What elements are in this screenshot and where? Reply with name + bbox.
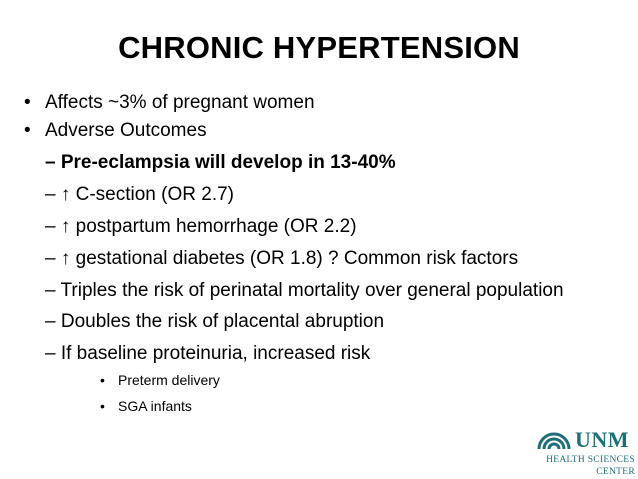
sub-item: – Doubles the risk of placental abruptio… xyxy=(45,311,385,332)
sub-sub-text: SGA infants xyxy=(118,398,192,414)
logo-line2: CENTER xyxy=(596,467,635,477)
zia-sun-icon xyxy=(537,432,571,450)
bullet-marker: • xyxy=(100,398,105,414)
bullet-marker: • xyxy=(24,120,31,141)
bullet-item: • Affects ~3% of pregnant women xyxy=(20,90,620,115)
sub-item: – ↑ C-section (OR 2.7) xyxy=(45,184,234,205)
bullet-item: • Adverse Outcomes xyxy=(20,118,620,143)
bullet-text: Affects ~3% of pregnant women xyxy=(45,92,315,113)
sub-item: – Triples the risk of perinatal mortalit… xyxy=(45,280,564,301)
bullet-marker: • xyxy=(24,92,31,113)
sub-item: – ↑ postpartum hemorrhage (OR 2.2) xyxy=(45,216,357,237)
logo-line1: HEALTH SCIENCES xyxy=(546,455,635,465)
logo-name: UNM xyxy=(575,427,630,452)
sub-item: – If baseline proteinuria, increased ris… xyxy=(45,343,371,364)
sub-item: – ↑ gestational diabetes (OR 1.8) ? Comm… xyxy=(45,248,519,269)
bullet-marker: • xyxy=(100,372,105,388)
unm-logo: UNM HEALTH SCIENCES CENTER xyxy=(535,427,635,479)
slide-content: • Affects ~3% of pregnant women • Advers… xyxy=(20,90,620,416)
sub-sub-item: • SGA infants xyxy=(20,396,620,416)
sub-sub-text: Preterm delivery xyxy=(118,372,220,388)
sub-item: – Pre-eclampsia will develop in 13-40% xyxy=(45,152,396,173)
sub-sub-item: • Preterm delivery xyxy=(20,370,620,390)
bullet-text: Adverse Outcomes xyxy=(45,120,207,141)
slide-title: CHRONIC HYPERTENSION xyxy=(118,30,520,65)
